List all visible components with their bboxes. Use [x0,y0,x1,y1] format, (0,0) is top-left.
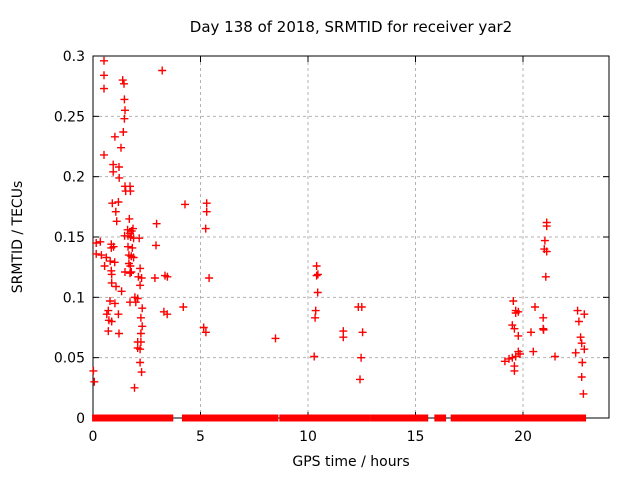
zero-band-segment [476,414,484,422]
zero-band-segment [284,414,291,422]
y-tick-label: 0.2 [63,170,85,186]
zero-band-segment [139,414,159,422]
x-tick-label: 10 [299,429,317,445]
zero-band-segment [100,414,110,422]
zero-band-segment [231,414,259,422]
x-tick-label: 0 [89,429,98,445]
x-axis-label: GPS time / hours [292,454,409,470]
zero-band-segment [519,414,533,422]
y-axis-label: SRMTID / TECUs [10,181,26,294]
zero-band-segment [455,414,462,422]
zero-band-segment [401,414,417,422]
y-tick-label: 0.25 [54,109,85,125]
x-tick-label: 15 [407,429,425,445]
y-tick-label: 0.1 [63,290,85,306]
zero-band-segment [125,414,142,422]
zero-band-segment [441,414,447,422]
x-tick-label: 20 [514,429,532,445]
zero-band-segment [416,414,429,422]
zero-band-segment [255,414,266,422]
zero-band-segment [108,414,129,422]
zero-band-segment [458,414,479,422]
zero-band-segment [488,414,507,422]
zero-band-segment [434,414,442,422]
x-tick-label: 5 [196,429,205,445]
zero-band-segment [580,414,587,422]
zero-band-segment [181,414,234,422]
zero-band-segment [370,414,381,422]
zero-band-segment [279,414,286,422]
zero-band-segment [263,414,279,422]
data-points [89,56,589,398]
zero-band-segment [482,414,491,422]
y-tick-label: 0.3 [63,49,85,65]
zero-band-segment [155,414,174,422]
zero-band-segment [287,414,370,422]
zero-band-segment [450,414,458,422]
chart-title: Day 138 of 2018, SRMTID for receiver yar… [190,18,512,36]
y-tick-label: 0.05 [54,351,85,367]
zero-band-segment [377,414,402,422]
zero-band-segment [531,414,584,422]
zero-band-segment [92,414,102,422]
y-tick-label: 0.15 [54,230,85,246]
y-tick-label: 0 [76,411,85,427]
zero-band-segment [504,414,522,422]
